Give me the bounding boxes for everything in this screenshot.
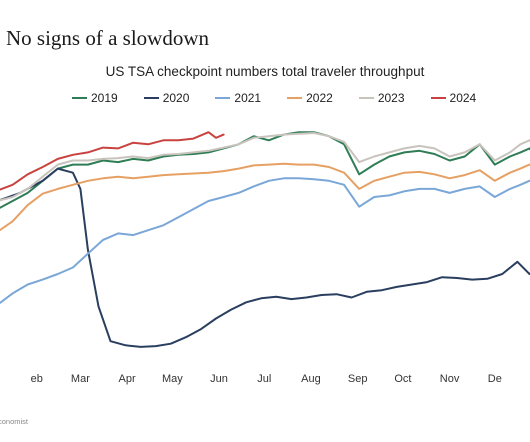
legend-item-2020: 2020 — [143, 91, 190, 105]
legend: 2019 2020 2021 2022 2023 2024 — [72, 91, 502, 105]
legend-label: 2024 — [449, 91, 477, 105]
x-tick-label: Nov — [440, 373, 460, 385]
chart-title: US TSA checkpoint numbers total traveler… — [105, 64, 425, 79]
x-tick-label: Aug — [301, 373, 321, 385]
series-line-2019 — [0, 131, 530, 209]
series-line-2020 — [0, 167, 530, 348]
series-line-2022 — [0, 162, 530, 232]
x-tick-label: Mar — [71, 373, 90, 385]
legend-label: 2022 — [306, 91, 333, 105]
legend-swatch — [287, 97, 303, 99]
series-line-2023 — [0, 132, 530, 202]
headline: No signs of a slowdown — [6, 26, 209, 50]
legend-item-2024: 2024 — [430, 91, 477, 105]
x-tick-label: Jun — [210, 373, 228, 385]
series-line-2024 — [0, 131, 225, 191]
legend-swatch — [215, 97, 231, 99]
legend-swatch — [143, 97, 159, 99]
legend-swatch — [72, 97, 87, 99]
legend-item-2022: 2022 — [287, 91, 333, 105]
legend-item-2021: 2021 — [215, 91, 261, 105]
legend-item-2019: 2019 — [72, 91, 118, 105]
legend-label: 2023 — [377, 91, 405, 105]
x-tick-label: Apr — [119, 373, 136, 385]
legend-label: 2020 — [162, 91, 190, 105]
x-tick-label: Oct — [394, 373, 411, 385]
legend-item-2023: 2023 — [358, 91, 405, 105]
x-tick-label: Jul — [257, 373, 271, 385]
x-tick-label: May — [162, 373, 183, 385]
legend-label: 2019 — [91, 91, 118, 105]
legend-label: 2021 — [234, 91, 262, 105]
source-credit: conomist — [0, 417, 29, 426]
legend-swatch — [430, 97, 446, 99]
x-tick-label: De — [488, 373, 502, 385]
x-tick-label: Sep — [348, 373, 368, 385]
x-tick-label: eb — [31, 373, 43, 385]
legend-swatch — [358, 97, 374, 99]
series-line-2021 — [0, 177, 530, 305]
